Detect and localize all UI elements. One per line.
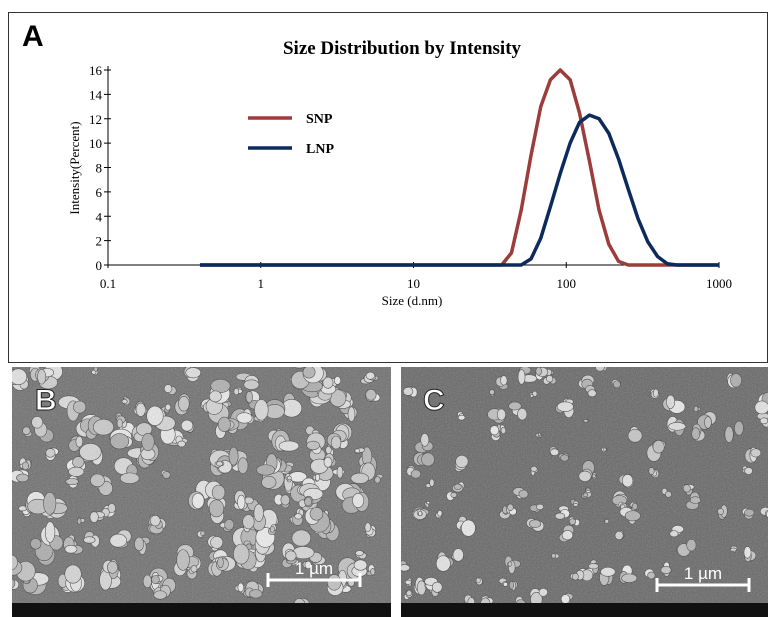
y-tick-label: 2 [96, 234, 103, 249]
scale-bar-label: 1 µm [295, 559, 333, 578]
x-axis-title: Size (d.nm) [382, 293, 443, 308]
y-axis-title: Intensity(Percent) [67, 121, 82, 214]
panel-label: C [423, 384, 445, 417]
panel-frame [8, 12, 768, 363]
panel-label: A [22, 20, 44, 53]
sem-image-b [12, 367, 391, 617]
x-tick-label: 1000 [706, 276, 732, 291]
y-tick-label: 6 [96, 185, 103, 200]
y-tick-label: 14 [89, 87, 103, 102]
x-tick-label: 10 [407, 276, 420, 291]
sem-info-bar [12, 603, 391, 617]
chart-title: Size Distribution by Intensity [283, 38, 522, 59]
x-tick-label: 0.1 [100, 276, 116, 291]
series-line [199, 68, 719, 267]
y-tick-label: 4 [96, 209, 103, 224]
legend-label: LNP [306, 142, 334, 157]
legend-label: SNP [306, 112, 333, 127]
y-tick-label: 12 [89, 112, 102, 127]
y-tick-label: 8 [96, 161, 103, 176]
sem-info-bar [401, 603, 768, 617]
sem-image-c [401, 367, 768, 617]
y-tick-label: 10 [89, 136, 102, 151]
panel-label: B [35, 384, 57, 417]
scale-bar [266, 573, 751, 592]
x-tick-label: 1 [258, 276, 265, 291]
series-line [199, 113, 719, 267]
x-tick-label: 100 [557, 276, 577, 291]
y-tick-label: 0 [96, 258, 103, 273]
y-tick-label: 16 [89, 63, 103, 78]
scale-bar-label: 1 µm [684, 564, 722, 583]
